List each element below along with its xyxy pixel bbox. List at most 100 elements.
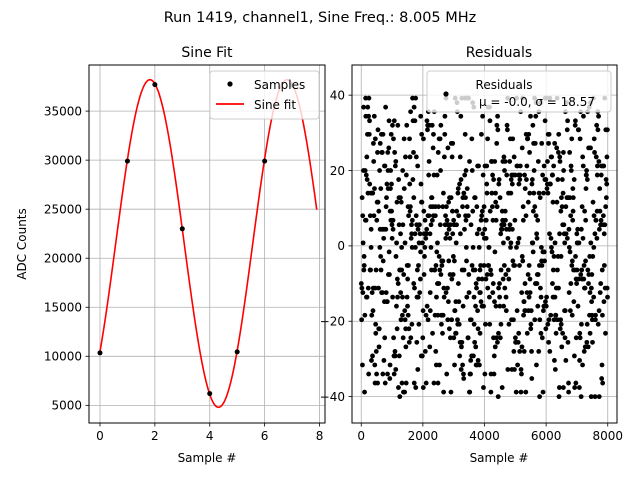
residual-point [372, 136, 378, 142]
residual-point [596, 394, 602, 400]
residual-point [578, 272, 584, 277]
residual-point [594, 235, 600, 241]
residual-point [569, 312, 575, 318]
residual-point [492, 299, 497, 305]
residual-point [488, 272, 494, 277]
residual-point [473, 303, 478, 309]
residual-point [456, 213, 462, 219]
legend-residuals-stats: μ = -0.0, σ = 18.57 [479, 95, 595, 109]
residuals-x-ticks: 0 2000 4000 6000 8000 [357, 423, 623, 443]
residual-point [409, 222, 414, 228]
residual-point [367, 181, 373, 187]
residual-point [420, 308, 426, 314]
residual-point [460, 362, 465, 368]
residual-point [556, 394, 562, 400]
residual-point [402, 240, 408, 246]
residual-point [396, 353, 402, 359]
residual-point [380, 290, 385, 296]
residual-point [561, 222, 567, 228]
residual-point [591, 244, 597, 250]
residuals-x-tick-label: 0 [357, 429, 365, 443]
residual-point [446, 258, 452, 264]
residual-point [551, 163, 557, 169]
residual-point [459, 344, 464, 350]
residual-point [377, 168, 382, 173]
legend-samples-marker [227, 81, 233, 87]
residual-point [575, 226, 581, 232]
residual-point [382, 163, 388, 169]
residual-point [508, 177, 514, 182]
residual-point [382, 335, 388, 341]
residual-point [372, 362, 378, 368]
residual-point [584, 339, 590, 345]
residual-point [364, 294, 370, 300]
residual-point [567, 308, 573, 314]
residual-point [457, 353, 463, 359]
residual-point [386, 118, 392, 124]
residual-point [413, 244, 418, 250]
residual-point [393, 159, 399, 164]
residual-point [364, 154, 370, 160]
residual-point [543, 177, 549, 182]
residual-point [557, 231, 562, 237]
residual-point [461, 371, 466, 377]
residual-point [547, 349, 553, 354]
residual-point [509, 181, 515, 187]
sine-fit-x-tick-label: 6 [261, 429, 269, 443]
residual-point [528, 308, 534, 314]
sample-point [234, 349, 240, 355]
residual-point [484, 190, 490, 196]
residual-point [559, 344, 565, 350]
residual-point [572, 122, 578, 128]
residual-point [455, 186, 461, 192]
residual-point [424, 303, 430, 309]
residual-point [369, 290, 375, 296]
residual-point [362, 312, 368, 318]
residual-point [523, 389, 529, 395]
residual-point [496, 177, 502, 182]
residual-point [452, 362, 457, 368]
residual-point [557, 159, 563, 164]
residual-point [510, 136, 516, 142]
residual-point [360, 290, 366, 296]
sample-point [179, 226, 185, 232]
residual-point [491, 177, 497, 182]
residual-point [528, 326, 534, 332]
residual-point [511, 154, 517, 160]
residual-point [437, 362, 442, 368]
residual-point [442, 131, 448, 137]
residual-point [383, 104, 389, 110]
residual-point [405, 276, 411, 282]
residual-point [367, 213, 373, 219]
residual-point [436, 204, 441, 210]
residual-point [407, 154, 413, 160]
residual-point [387, 272, 392, 277]
residual-point [536, 190, 542, 196]
residual-point [592, 150, 597, 155]
residual-point [505, 267, 511, 273]
residual-point [395, 122, 401, 128]
residual-point [535, 159, 541, 164]
residual-point [426, 159, 432, 164]
residual-point [492, 344, 498, 350]
residual-point [402, 317, 408, 323]
residual-point [552, 367, 558, 372]
residual-point [598, 281, 604, 286]
residual-point [489, 204, 495, 210]
residual-point [513, 335, 518, 341]
residual-point [539, 335, 545, 341]
residual-point [375, 150, 380, 155]
residual-point [592, 231, 598, 237]
residual-point [551, 254, 557, 259]
residual-point [392, 163, 398, 169]
residual-point [554, 145, 560, 151]
residual-point [404, 122, 410, 128]
residual-point [473, 344, 479, 350]
residual-point [535, 303, 541, 309]
residual-point [562, 308, 568, 314]
sine-fit-xlabel: Sample # [178, 451, 237, 465]
residual-point [584, 168, 589, 173]
residual-point [411, 104, 417, 110]
residuals-legend-box [426, 70, 612, 113]
residual-point [560, 190, 566, 196]
